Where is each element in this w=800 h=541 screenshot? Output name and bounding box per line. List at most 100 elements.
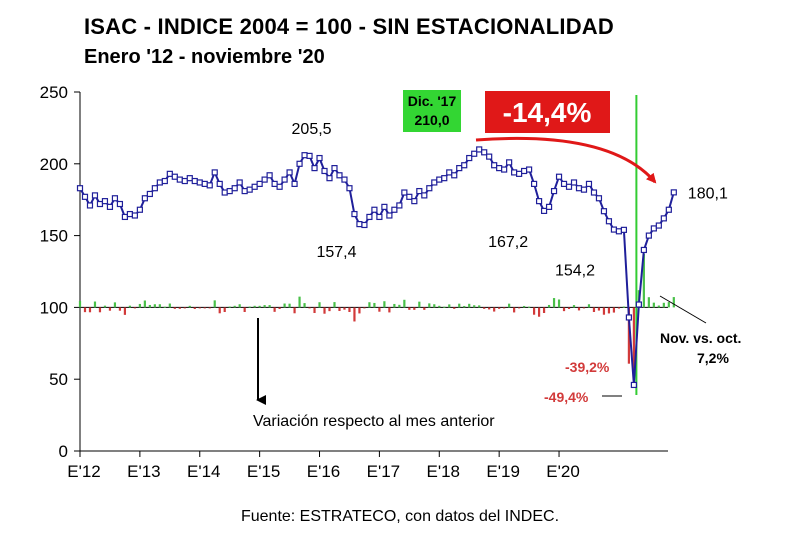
- series-point: [471, 150, 478, 157]
- series-point: [386, 212, 393, 219]
- change-bar: [508, 303, 511, 308]
- series-point: [276, 183, 283, 190]
- change-bar: [368, 302, 371, 308]
- change-bar: [288, 303, 291, 308]
- series-point: [406, 193, 413, 200]
- series-point: [286, 169, 293, 176]
- change-bar: [567, 307, 571, 309]
- series-point: [466, 154, 473, 162]
- series-point: [171, 173, 178, 180]
- series-point: [86, 202, 94, 209]
- peak-callout-date: Dic. '17: [408, 93, 457, 109]
- series-point: [535, 198, 543, 205]
- change-bar: [108, 307, 112, 311]
- change-bar: [423, 307, 426, 310]
- change-bar: [403, 299, 406, 308]
- series-point: [241, 187, 248, 195]
- series-point: [605, 218, 613, 225]
- series-point: [516, 170, 523, 177]
- x-tick-label: E'17: [367, 462, 401, 481]
- change-bar: [428, 303, 431, 308]
- change-bar: [532, 307, 536, 315]
- change-bar: [388, 307, 391, 313]
- neg-change-label-2: -49,4%: [544, 389, 589, 405]
- series-point: [356, 221, 363, 228]
- change-bar: [83, 307, 87, 313]
- series-point: [670, 189, 677, 196]
- series-point: [501, 166, 508, 173]
- change-bar: [243, 307, 246, 312]
- series-point: [316, 154, 323, 162]
- change-bar: [582, 307, 586, 309]
- nov-note-leader: [659, 295, 707, 324]
- change-bar: [303, 303, 306, 308]
- series-point: [436, 176, 443, 183]
- x-tick-label: E'12: [67, 462, 101, 481]
- series-point: [530, 180, 538, 188]
- change-bar: [398, 304, 401, 308]
- series-point: [201, 180, 208, 188]
- nov-note-line1: Nov. vs. oct.: [660, 330, 741, 346]
- change-bar: [78, 300, 82, 308]
- change-bar: [647, 297, 650, 308]
- change-bar: [98, 307, 102, 313]
- change-bar: [537, 307, 541, 317]
- series-point: [575, 185, 583, 192]
- change-bar: [557, 299, 561, 308]
- change-bar: [552, 298, 556, 308]
- neg-change-label-1: -39,2%: [565, 359, 610, 375]
- change-bar: [562, 307, 566, 312]
- change-bar: [223, 307, 226, 312]
- change-bar: [493, 307, 496, 312]
- change-bar: [483, 307, 486, 309]
- change-bar: [278, 307, 281, 309]
- change-bar: [183, 307, 186, 309]
- change-bar: [393, 303, 396, 308]
- change-bar: [148, 304, 151, 308]
- change-bar: [572, 305, 576, 308]
- change-bar: [193, 307, 196, 309]
- value-annotation: 205,5: [292, 121, 332, 138]
- peak-callout-box: [403, 90, 461, 132]
- change-bar: [268, 305, 271, 308]
- change-bar: [333, 302, 336, 308]
- value-annotation: 157,4: [316, 244, 356, 261]
- series-point: [266, 172, 273, 179]
- series-point: [336, 172, 343, 179]
- change-bar: [228, 306, 231, 308]
- series-point: [271, 180, 278, 188]
- change-bar: [218, 307, 221, 314]
- y-tick-label: 250: [40, 83, 68, 102]
- series-point: [121, 213, 129, 221]
- change-bar: [373, 302, 376, 308]
- x-tick-label: E'14: [187, 462, 221, 481]
- change-bar: [378, 307, 381, 312]
- series-point: [136, 206, 143, 213]
- series-point: [186, 175, 193, 182]
- series-point: [331, 165, 338, 172]
- change-bar: [103, 305, 107, 308]
- series-point: [261, 176, 268, 183]
- change-bar: [203, 307, 206, 309]
- change-bar: [158, 304, 161, 308]
- series-point: [456, 165, 463, 172]
- series-point: [486, 153, 493, 160]
- series-point: [91, 192, 99, 199]
- value-annotation: 154,2: [555, 263, 595, 280]
- series-point: [555, 173, 563, 180]
- series-point: [301, 152, 308, 159]
- series-point: [496, 165, 503, 172]
- series-point: [615, 228, 623, 235]
- change-bar: [577, 307, 581, 311]
- change-bar: [448, 304, 451, 308]
- change-bar: [498, 307, 501, 309]
- change-callout-value: -14,4%: [503, 97, 592, 128]
- series-point: [326, 175, 333, 182]
- series-point: [540, 207, 548, 215]
- change-bar: [358, 307, 361, 314]
- series-point: [525, 166, 533, 173]
- peak-callout-value: 210,0: [414, 112, 449, 128]
- series-point: [96, 200, 104, 208]
- y-tick-label: 0: [59, 442, 68, 461]
